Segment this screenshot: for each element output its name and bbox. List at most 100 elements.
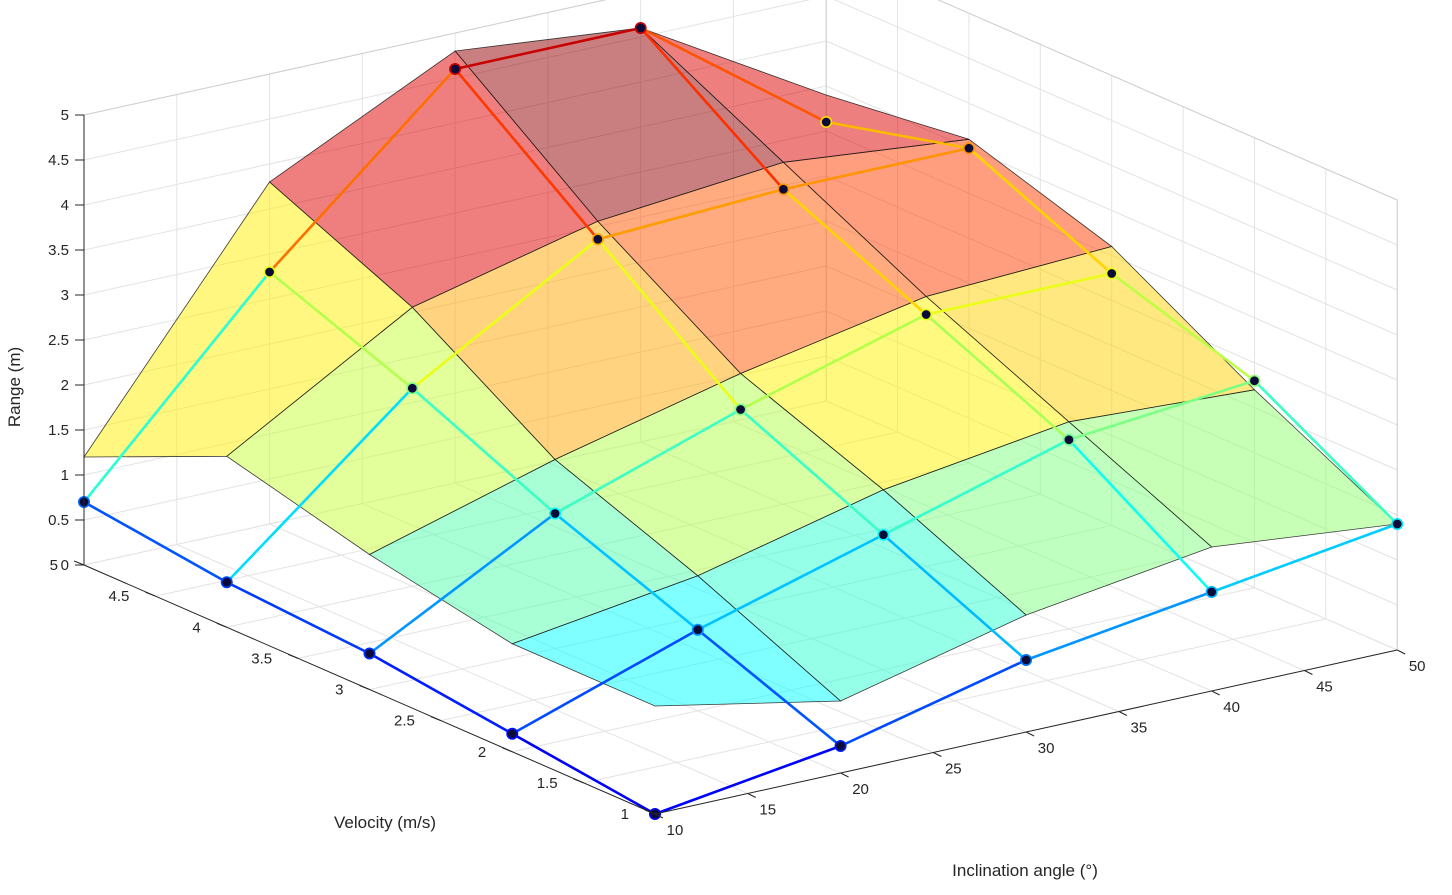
data-point [406,382,419,395]
mesh-line [696,628,842,748]
mesh-line [1253,379,1399,526]
x-tick-mark [1396,649,1406,655]
mesh-line [596,237,742,411]
x-tick-mark [1304,670,1313,675]
data-point [1248,374,1261,387]
data-point [777,183,790,196]
mesh-line [510,628,700,736]
y-tick-label: 4.5 [109,588,130,605]
mesh-line [82,500,229,584]
mesh-line [1067,379,1256,442]
data-point [449,62,462,75]
x-tick-label: 40 [1223,699,1240,716]
z-tick-label: 0 [61,557,69,574]
z-axis-label: Range (m) [5,347,24,427]
mesh-line [225,386,414,584]
x-tick-label: 20 [852,781,869,798]
x-tick-mark [840,772,849,778]
data-point [820,116,833,129]
z-tick-label: 4.5 [48,152,69,169]
x-tick-label: 30 [1038,740,1055,757]
data-point [263,265,276,278]
z-tick-label: 2.5 [48,332,69,349]
x-tick-mark [933,752,942,757]
x-tick-mark [654,813,664,819]
measured-lines-layer [82,26,1399,816]
data-point [920,308,933,321]
data-point [691,623,704,636]
y-axis-line [83,564,656,815]
mesh-line [882,533,1028,662]
x-axis-label: Inclination angle (°) [952,861,1098,880]
mesh-line [1024,590,1213,662]
z-tick-label: 4 [61,197,69,214]
data-point [506,727,519,740]
mesh-line [225,580,371,655]
mesh-line [510,732,657,816]
data-point [962,142,975,155]
mesh-line [596,187,785,241]
mesh-line [410,386,557,515]
data-point [363,647,376,660]
grid-line [826,40,1398,291]
mesh-line [1110,272,1256,383]
tick-labels-layer: 0 0.5 1 1.5 2 2.5 3 3.5 4 4.5 5 1 1.5 2 2.5 3 3.5 4 4.5 5 10… [48,107,1425,839]
z-tick-label: 5 [61,107,69,124]
mesh-line [924,272,1113,316]
z-tick-label: 0.5 [48,512,69,529]
mesh-line [553,408,742,515]
mesh-line [782,187,928,316]
mesh-line [824,120,971,150]
x-tick-mark [1025,731,1035,737]
z-tick-label: 1 [61,467,69,484]
x-tick-label: 15 [759,802,776,819]
grid-line [583,618,1326,784]
mesh-line [639,26,785,191]
data-point [734,403,747,416]
grid-line [834,0,1398,246]
mesh-line [1210,522,1399,594]
x-tick-label: 45 [1316,679,1333,696]
data-point [834,739,847,752]
mesh-line [268,270,414,390]
y-tick-label: 2.5 [394,713,415,730]
x-tick-mark [1211,690,1220,696]
data-point [1205,585,1218,598]
box-edge [937,0,1398,201]
z-tick-label: 3.5 [48,242,69,259]
mesh-line [453,26,642,71]
x-tick-mark [747,793,756,798]
y-tick-label: 5 [50,557,58,574]
mesh-line [1067,438,1213,594]
x-tick-label: 35 [1131,720,1148,737]
x-axis-line [654,649,1398,815]
y-tick-label: 3 [335,682,343,699]
mesh-line [368,652,514,736]
x-tick-mark [1118,711,1128,716]
data-point [1105,267,1118,280]
y-tick-mark [73,560,85,566]
box-edge [83,0,607,116]
z-tick-label: 2 [61,377,69,394]
y-tick-label: 3.5 [251,650,272,667]
data-point [1391,517,1404,530]
data-point [1020,653,1033,666]
mesh-line [410,237,600,390]
mesh-line [368,512,557,655]
y-tick-label: 2 [478,744,486,761]
mesh-line [696,533,885,632]
mesh-line [739,313,928,411]
mesh-line [82,270,271,504]
mesh-line [639,26,828,124]
mesh-line [453,67,600,241]
y-tick-label: 1.5 [537,775,558,792]
mesh-line [924,313,1071,442]
mesh-line [739,408,885,537]
data-point [877,528,890,541]
y-tick-label: 1 [621,806,629,823]
mesh-line [653,744,842,816]
mesh-line [967,146,1113,275]
y-axis-label: Velocity (m/s) [334,813,436,832]
data-point [1062,433,1075,446]
